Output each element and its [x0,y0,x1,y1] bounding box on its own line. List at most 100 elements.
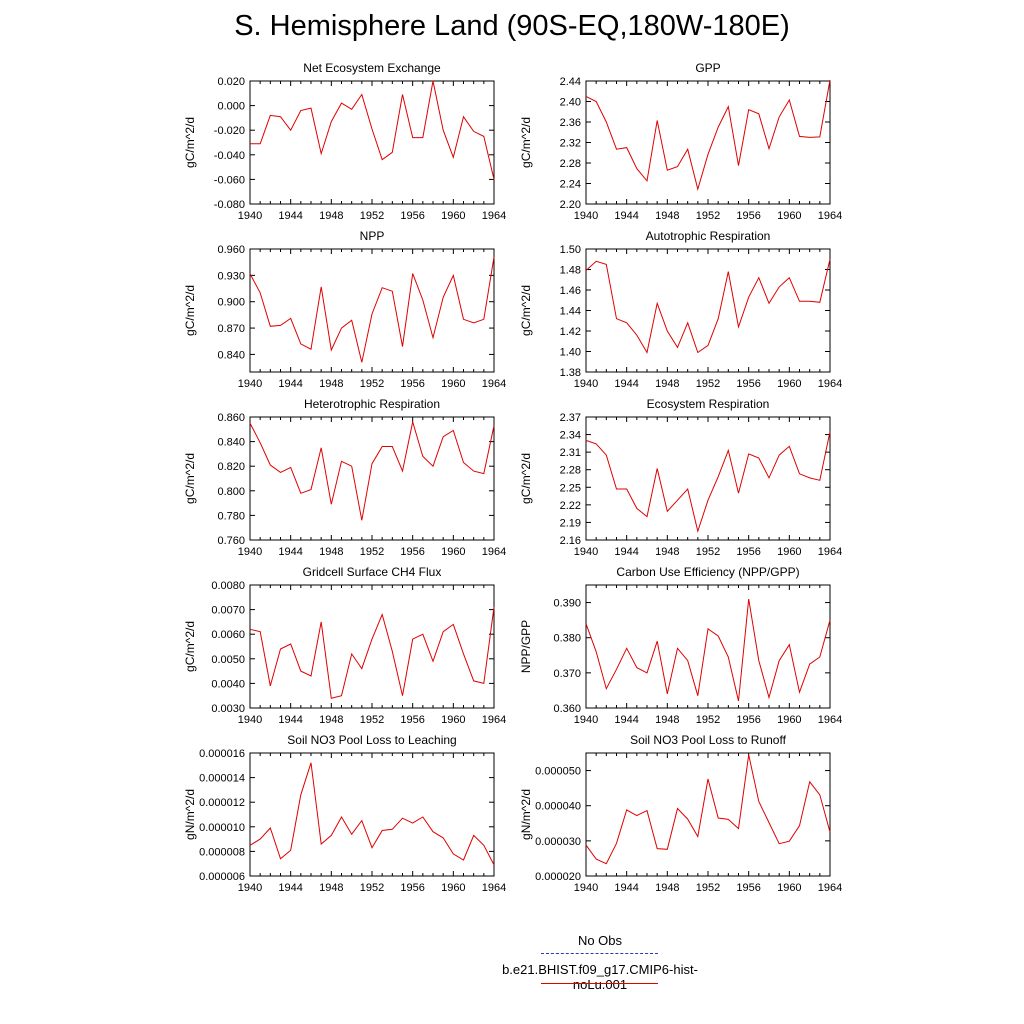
y-axis-label: gN/m^2/d [519,789,533,840]
y-tick-label: 0.000030 [535,836,581,848]
plot-frame [585,248,831,373]
x-tick-label: 1956 [400,714,424,726]
y-axis-label: gC/m^2/d [183,453,197,504]
y-tick-label: 2.32 [560,138,581,150]
y-tick-label: 2.40 [560,97,581,109]
y-tick-label: 2.34 [560,430,581,442]
series-line [585,79,831,191]
y-tick-label: 0.0040 [211,678,245,690]
x-tick-label: 1948 [319,714,343,726]
series-line [249,421,495,521]
y-axis-label: gC/m^2/d [519,285,533,336]
series-line [250,80,495,180]
y-tick-label: 1.38 [560,367,581,379]
x-tick-label: 1952 [696,546,720,558]
x-tick-label: 1964 [482,882,506,894]
y-tick-label: 1.48 [560,265,581,277]
y-tick-label: 0.390 [553,598,581,610]
x-tick-label: 1944 [614,378,638,390]
chart-panel-6: Ecosystem Respiration gC/m^2/d 1940 1944 194… [519,397,842,558]
y-axis-label: gC/m^2/d [519,453,533,504]
panel-title: Soil NO3 Pool Loss to Leaching [287,733,456,747]
x-tick-label: 1944 [614,714,638,726]
x-tick-label: 1940 [238,210,262,222]
x-tick-label: 1948 [655,210,679,222]
y-tick-label: 1.46 [560,285,581,297]
x-tick-label: 1952 [360,210,384,222]
plot-frame [585,416,831,541]
y-tick-label: 0.860 [217,412,245,424]
x-tick-label: 1964 [482,378,506,390]
series-line [249,762,495,866]
panel-title: Net Ecosystem Exchange [303,61,441,75]
x-tick-label: 1940 [238,378,262,390]
chart-panel-10: Soil NO3 Pool Loss to Runoff gN/m^2/d 1940… [519,733,842,894]
x-tick-label: 1964 [818,210,842,222]
y-tick-label: 0.0060 [211,629,245,641]
legend-label-model: b.e21.BHIST.f09_g17.CMIP6-hist-noLu.001 [502,962,698,992]
y-tick-label: 2.28 [560,158,581,170]
y-tick-label: 1.40 [560,347,581,359]
y-tick-label: -0.080 [214,199,245,211]
x-tick-label: 1952 [696,882,720,894]
x-tick-label: 1952 [696,210,720,222]
y-tick-label: 2.25 [560,482,581,494]
panel-title: Heterotrophic Respiration [304,397,440,411]
series-line [585,431,831,534]
x-tick-label: 1940 [238,882,262,894]
x-tick-label: 1948 [655,714,679,726]
x-tick-label: 1952 [360,714,384,726]
y-tick-label: 0.870 [217,323,245,335]
y-tick-label: 0.000010 [199,822,245,834]
plot-frame [249,248,495,373]
y-tick-label: 0.000008 [199,846,245,858]
y-tick-label: 0.370 [553,668,581,680]
x-tick-label: 1952 [360,882,384,894]
y-tick-label: 0.020 [217,76,245,88]
y-axis-label: NPP/GPP [519,620,533,673]
panel-title: GPP [695,61,720,75]
x-tick-label: 1944 [278,882,302,894]
y-tick-label: 0.930 [217,270,245,282]
x-tick-label: 1944 [614,546,638,558]
x-tick-label: 1956 [736,546,760,558]
y-tick-label: 0.000040 [535,801,581,813]
plot-frame [249,416,495,541]
x-tick-label: 1960 [441,714,465,726]
y-tick-label: 0.000014 [199,773,245,785]
x-tick-label: 1960 [777,546,801,558]
x-tick-label: 1964 [482,714,506,726]
y-tick-label: 2.24 [560,179,581,191]
x-tick-label: 1964 [482,210,506,222]
y-tick-label: 2.31 [560,447,581,459]
y-tick-label: 0.840 [217,437,245,449]
series-line [249,256,495,363]
x-tick-label: 1940 [574,882,598,894]
y-tick-label: 0.900 [217,297,245,309]
page-title: S. Hemisphere Land (90S-EQ,180W-180E) [234,10,790,42]
y-tick-label: 0.000012 [199,797,245,809]
x-tick-label: 1940 [238,714,262,726]
x-tick-label: 1960 [441,378,465,390]
x-tick-label: 1956 [400,378,424,390]
x-tick-label: 1964 [818,378,842,390]
y-tick-label: 1.42 [560,326,581,338]
x-tick-label: 1948 [655,546,679,558]
x-tick-label: 1964 [818,546,842,558]
x-tick-label: 1960 [441,546,465,558]
y-tick-label: 2.20 [560,199,581,211]
x-tick-label: 1952 [360,546,384,558]
y-axis-label: gC/m^2/d [519,117,533,168]
x-tick-label: 1960 [777,714,801,726]
legend-line-obs [541,953,658,954]
x-tick-label: 1940 [574,546,598,558]
chart-panel-3: NPP gC/m^2/d 1940 1944 1948 1952 1956 1960 1964 0… [183,229,506,390]
chart-panel-1: Net Ecosystem Exchange gC/m^2/d 1940 1944 19… [183,61,506,222]
series-line [249,607,495,699]
y-tick-label: 0.780 [217,510,245,522]
y-tick-label: 0.820 [217,461,245,473]
x-tick-label: 1944 [278,546,302,558]
x-tick-label: 1964 [482,546,506,558]
x-tick-label: 1940 [574,378,598,390]
